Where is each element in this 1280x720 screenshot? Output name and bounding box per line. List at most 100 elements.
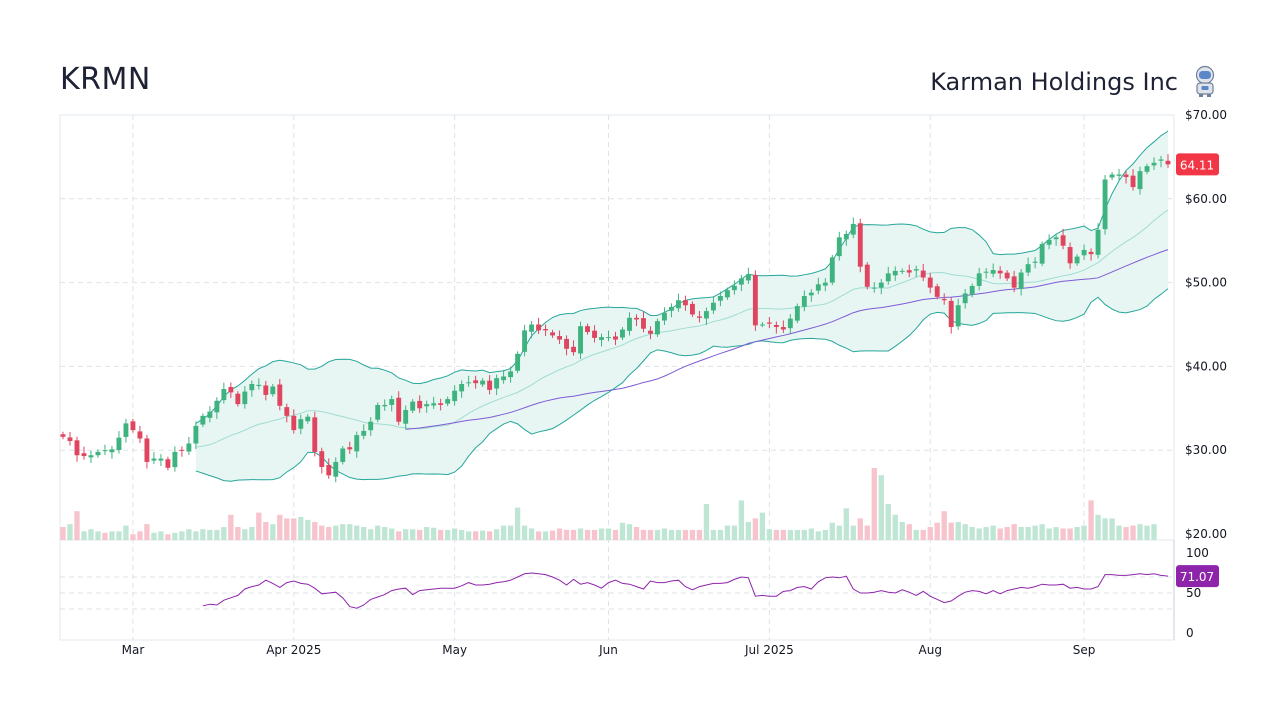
volume-bar (913, 529, 919, 540)
volume-bar (207, 529, 213, 540)
candle-body (955, 305, 961, 327)
volume-bar (298, 516, 304, 540)
candle-body (829, 257, 835, 283)
volume-bar (675, 529, 682, 540)
candle-body (745, 274, 751, 281)
candle-body (717, 296, 723, 301)
candle-body (983, 271, 989, 273)
volume-bar (563, 529, 570, 540)
volume-bar (738, 500, 745, 540)
chart-axes: $20.00 $30.00 $40.00 $50.00 $60.00 $70.00 0 50 1… (122, 108, 1227, 657)
candle-body (557, 336, 563, 340)
candle-body (1116, 174, 1122, 176)
candle-body (235, 393, 241, 405)
volume-bar (682, 529, 689, 540)
candle-body (466, 382, 472, 384)
volume-bar (256, 512, 262, 540)
volume-bar (479, 530, 486, 540)
candle-body (305, 416, 311, 422)
candle-body (1018, 272, 1024, 289)
volume-bar (165, 534, 171, 540)
volume-bar (780, 529, 787, 540)
candle-body (326, 464, 332, 476)
volume-bar (633, 527, 640, 540)
volume-bar (368, 529, 374, 540)
date-tick-label: Apr 2025 (266, 643, 321, 657)
candle-body (74, 440, 80, 456)
candle-body (1053, 237, 1059, 240)
candle-body (850, 223, 856, 235)
candle-body (655, 321, 660, 335)
candle-body (88, 455, 94, 458)
candle-body (501, 376, 507, 381)
volume-bar (151, 532, 157, 540)
volume-bar (347, 524, 353, 540)
volume-bar (81, 531, 87, 540)
volume-bar (640, 529, 647, 540)
volume-bar (801, 529, 807, 540)
candle-body (780, 327, 786, 330)
volume-bar (1123, 527, 1129, 540)
volume-bar (221, 527, 227, 540)
candle-body (648, 330, 653, 334)
volume-bar (521, 525, 528, 540)
candle-body (990, 270, 996, 274)
candle-body (67, 437, 73, 441)
volume-bar (626, 524, 633, 540)
volume-bar (270, 524, 276, 540)
volume-bar (137, 531, 143, 540)
ticker-symbol: KRMN (60, 62, 151, 97)
volume-bar (396, 531, 402, 540)
volume-bar (773, 529, 780, 540)
candle-body (137, 431, 143, 439)
volume-bar (235, 527, 241, 540)
volume-bar (417, 529, 423, 540)
candle-body (787, 318, 793, 329)
candle-body (263, 385, 269, 395)
volume-bar (1025, 527, 1031, 540)
volume-bar (934, 522, 940, 540)
bollinger-lower-line (195, 288, 1169, 482)
candle-body (242, 391, 248, 405)
volume-bar (1039, 524, 1045, 540)
volume-bar (696, 529, 703, 540)
candle-body (969, 285, 975, 295)
volume-bar (263, 522, 269, 540)
volume-bar (1095, 514, 1101, 540)
volume-bar (1060, 528, 1066, 540)
volume-bar (193, 531, 199, 540)
candle-body (1074, 256, 1080, 264)
candle-body (836, 237, 842, 257)
volume-bar (326, 527, 332, 540)
volume-bar (319, 525, 325, 540)
candle-body (564, 338, 569, 349)
volume-bar (745, 522, 752, 540)
volume-bar (927, 527, 933, 540)
volume-bar (1151, 524, 1157, 540)
candle-body (724, 290, 730, 298)
candle-body (172, 451, 178, 468)
volume-bar (878, 475, 884, 540)
volume-bar (1137, 524, 1143, 540)
volume-bar (689, 529, 696, 540)
volume-bar (969, 527, 975, 540)
candle-body (1130, 175, 1136, 188)
volume-bar (857, 518, 863, 540)
volume-bar (829, 522, 835, 540)
volume-bar (67, 524, 73, 540)
volume-bar (179, 531, 185, 540)
volume-bar (892, 514, 898, 540)
candle-body (1060, 235, 1066, 246)
last-price-label: 64.11 (1180, 158, 1214, 172)
candle-body (976, 273, 982, 286)
candle-body (109, 449, 115, 453)
date-tick-label: Jun (598, 643, 618, 657)
volume-bar (983, 527, 989, 540)
volume-bar (382, 527, 388, 540)
volume-bar (661, 528, 668, 540)
volume-bar (312, 522, 318, 540)
rsi-panel (202, 572, 1169, 609)
candle-body (592, 330, 597, 338)
volume-bar (654, 529, 661, 540)
